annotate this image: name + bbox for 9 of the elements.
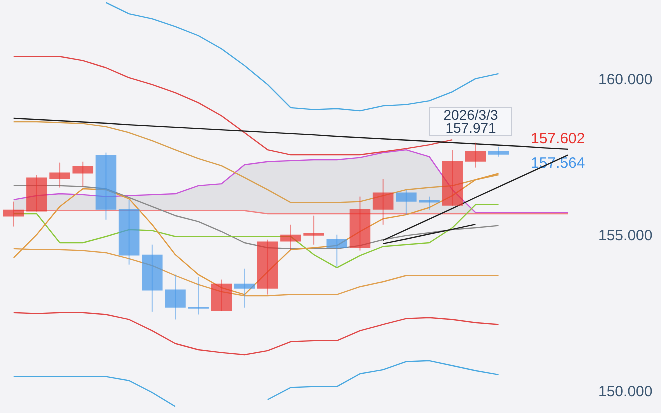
line-series (13, 312, 500, 356)
annotation: 157.971 (446, 120, 497, 136)
y-tick-label: 155.000 (598, 227, 653, 244)
annotation: 157.602 (531, 130, 586, 148)
line-series (382, 224, 476, 245)
line-series (13, 248, 500, 297)
y-tick-label: 160.000 (598, 71, 653, 88)
y-tick-label: 150.000 (598, 383, 653, 400)
annotation: 2026/3/3 (444, 107, 498, 123)
